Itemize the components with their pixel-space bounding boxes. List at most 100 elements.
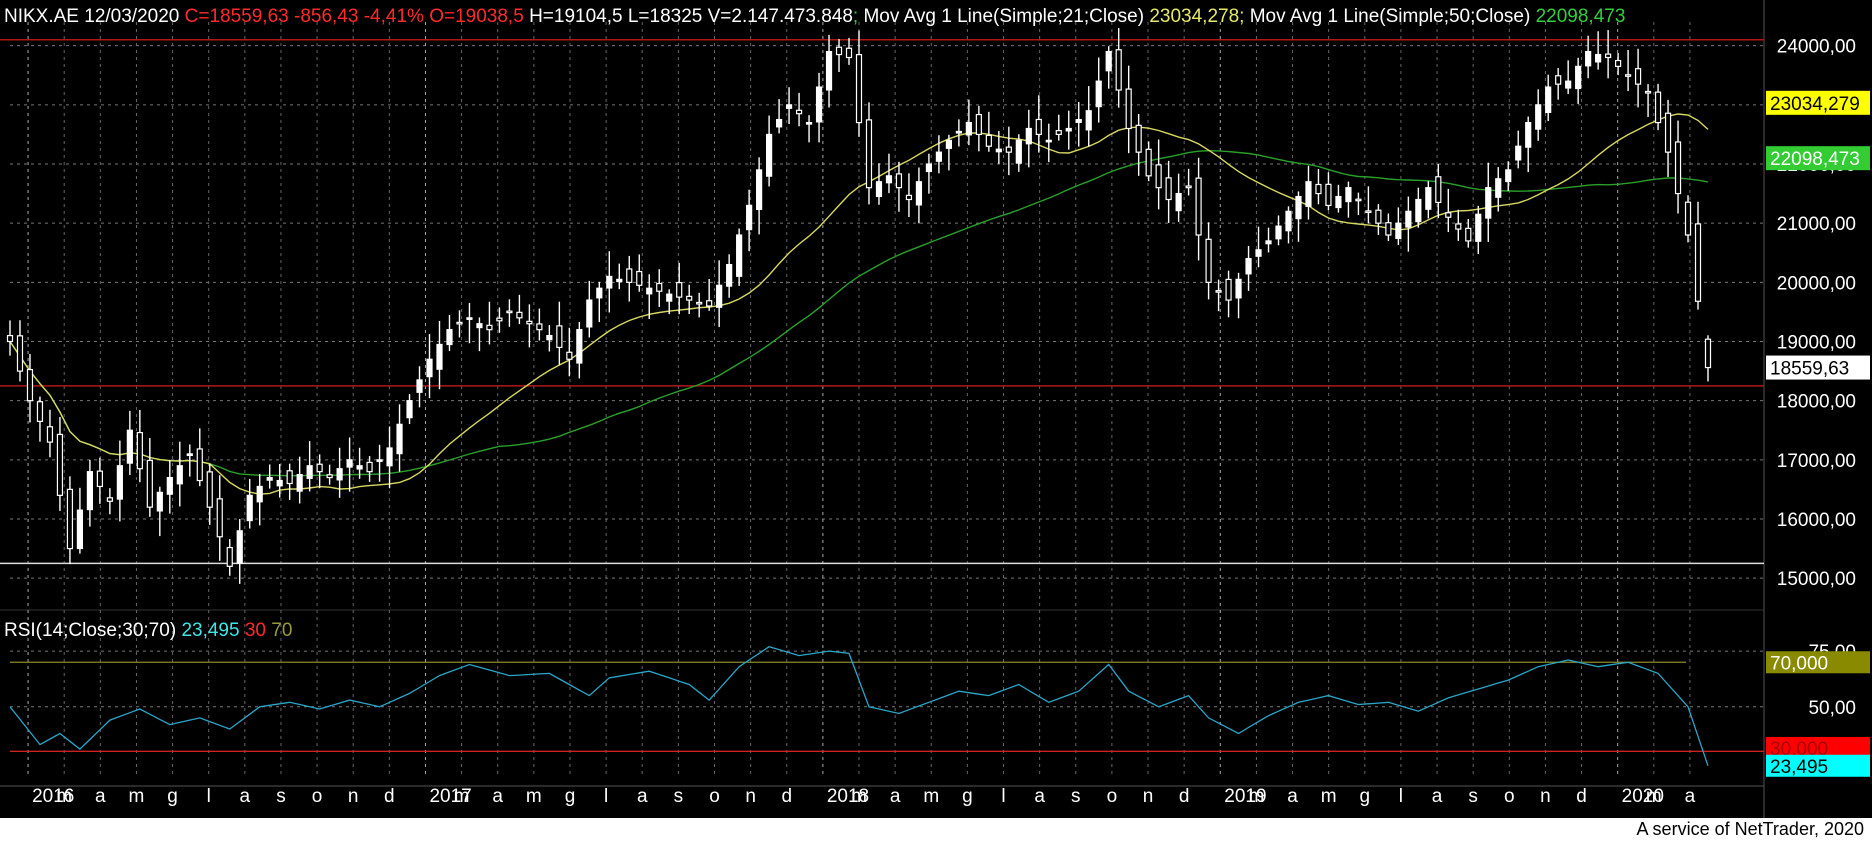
candle-body	[1245, 258, 1252, 275]
candle-body	[386, 447, 393, 467]
price-tick-label: 16000,00	[1777, 510, 1856, 531]
candle-body	[736, 234, 743, 277]
candle-body	[1015, 139, 1022, 164]
rsi-tick-label: 50,00	[1808, 698, 1856, 719]
rsi-path	[9, 645, 1709, 767]
candle-body	[146, 459, 153, 508]
rsi-oversold-badge: 30,000	[1770, 739, 1828, 760]
month-tick-label: n	[348, 786, 359, 807]
month-tick-label: a	[1432, 786, 1443, 807]
candle-body	[76, 509, 84, 550]
candle-body	[756, 169, 763, 210]
candle-body	[176, 465, 183, 485]
candle-body	[446, 329, 453, 346]
candle-body	[1165, 177, 1172, 201]
candle-body	[1644, 90, 1652, 94]
candle-body	[746, 204, 753, 231]
candle-body	[915, 181, 923, 206]
candle-body	[905, 194, 913, 201]
candle-body	[1085, 110, 1092, 131]
price-tick-label: 15000,00	[1777, 569, 1856, 590]
candle-body	[356, 465, 363, 470]
candle-body	[1285, 210, 1292, 232]
candle-body	[1445, 212, 1452, 218]
month-tick-label: o	[1504, 786, 1515, 807]
candle-body	[835, 46, 843, 56]
price-tick-label: 24000,00	[1777, 37, 1856, 58]
candle-body	[676, 282, 683, 298]
month-tick-label: l	[207, 786, 211, 807]
date: 12/03/2020	[84, 6, 180, 27]
low-value: L=18325	[627, 6, 703, 27]
candle-body	[116, 465, 123, 500]
candle-body	[1425, 187, 1432, 210]
candle-body	[1235, 278, 1242, 299]
candle-body	[1035, 118, 1042, 136]
candle-body	[266, 476, 273, 481]
month-tick-label: m	[56, 786, 72, 807]
candle-body	[1585, 50, 1592, 67]
candle-body	[86, 471, 94, 511]
candle-body	[925, 163, 933, 173]
price-tick-label: 20000,00	[1777, 273, 1856, 294]
candle-body	[16, 335, 24, 372]
ma50-path	[9, 149, 1709, 477]
candle-body	[1624, 74, 1632, 77]
ma21-line	[9, 113, 1709, 495]
candle-body	[825, 50, 833, 91]
candle-body	[56, 433, 64, 496]
separator: ;	[1239, 6, 1245, 27]
candle-body	[805, 121, 813, 125]
ma50-value: 22098,473	[1535, 6, 1626, 27]
candle-body	[566, 351, 573, 360]
last-price-badge: 18559,63	[1770, 359, 1849, 380]
candle-body	[236, 530, 243, 564]
month-tick-label: 2019	[1224, 786, 1266, 807]
candle-body	[1545, 86, 1552, 114]
candle-body	[636, 270, 643, 286]
candle-body	[1065, 127, 1072, 132]
candle-body	[36, 401, 44, 422]
candle-body	[546, 334, 553, 341]
ma50-line	[9, 149, 1709, 477]
candle-body	[346, 459, 353, 468]
candle-body	[965, 121, 972, 136]
candle-body	[845, 47, 853, 59]
month-tick-label: 2018	[827, 786, 869, 807]
candle-body	[246, 494, 253, 522]
candle-body	[496, 317, 503, 322]
candle-body	[256, 485, 263, 503]
candle-body	[885, 175, 893, 184]
month-tick-label: m	[1321, 786, 1337, 807]
candle-body	[166, 476, 173, 495]
month-tick-label: d	[781, 786, 792, 807]
month-tick-label: s	[1468, 786, 1478, 807]
candle-body	[126, 429, 133, 464]
month-tick-label: d	[1179, 786, 1190, 807]
ma21-badge: 23034,279	[1770, 94, 1860, 115]
month-tick-label: n	[745, 786, 756, 807]
month-tick-label: l	[1399, 786, 1403, 807]
month-tick-label: 2020	[1622, 786, 1664, 807]
candle-body	[945, 139, 952, 149]
candle-body	[1684, 201, 1692, 236]
month-tick-label: a	[492, 786, 503, 807]
grid	[0, 0, 1765, 818]
month-tick-label: n	[1143, 786, 1154, 807]
month-tick-label: a	[95, 786, 106, 807]
candle-body	[326, 474, 333, 479]
candle-body	[46, 426, 54, 443]
candle-body	[576, 329, 583, 364]
candle-body	[1205, 238, 1212, 283]
candle-body	[1305, 181, 1312, 207]
candle-body	[606, 275, 613, 289]
candle-body	[626, 268, 633, 283]
candle-body	[456, 321, 463, 325]
price-tick-label: 18000,00	[1777, 392, 1856, 413]
candle-body	[186, 453, 193, 457]
ma21-badge-bg	[1766, 90, 1870, 115]
candle-body	[96, 470, 103, 488]
month-tick-label: a	[637, 786, 648, 807]
candle-body	[426, 358, 433, 378]
